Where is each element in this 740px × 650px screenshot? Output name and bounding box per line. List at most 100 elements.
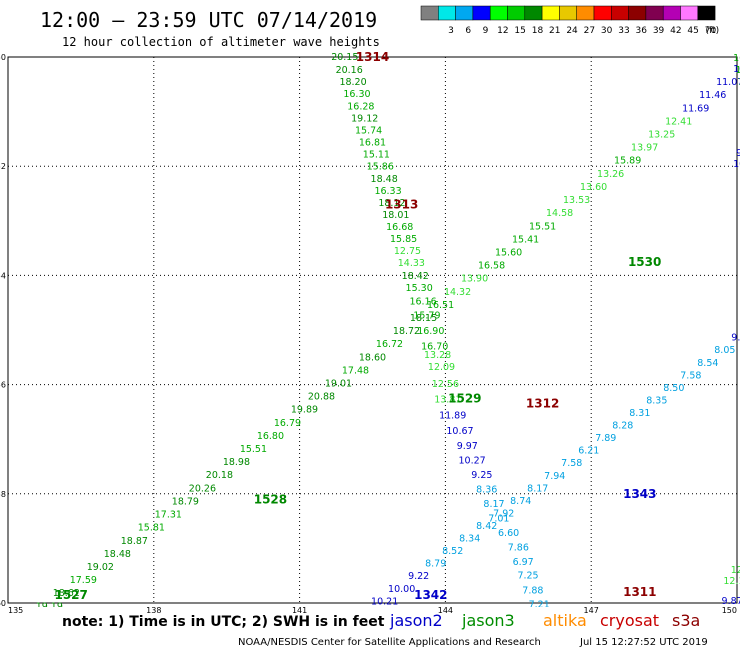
swh-value: 18.72 xyxy=(393,326,420,337)
swh-value: 10.14 xyxy=(733,159,740,170)
swh-value: 15.85 xyxy=(390,234,417,245)
swh-value: 10.67 xyxy=(446,426,473,437)
pass-time-label: 1313 xyxy=(385,197,418,211)
track-1527-1530: 17.19 19.19 18.62 17.59 19.02 18.48 18.87 15.81… xyxy=(36,64,740,607)
color-bin xyxy=(576,5,595,21)
swh-value: 16.81 xyxy=(359,138,386,149)
swh-value: 14.58 xyxy=(546,208,573,219)
satellite-s3a: s3a xyxy=(672,611,700,630)
color-bin-label: 45 xyxy=(687,26,698,36)
color-bin-label: 39 xyxy=(653,26,665,36)
swh-value: 15.89 xyxy=(614,156,641,167)
color-bin-label: 42 xyxy=(670,26,681,36)
swh-value: 8.50 xyxy=(663,383,684,394)
swh-value: 15.86 xyxy=(367,162,394,173)
swh-value: 7.94 xyxy=(544,471,565,482)
swh-value: 7.01 xyxy=(488,513,509,524)
color-bin-label: 36 xyxy=(636,26,648,36)
swh-value: 7.58 xyxy=(680,370,701,381)
swh-value: 8.54 xyxy=(697,358,718,369)
swh-value: 11.07 xyxy=(716,77,740,88)
color-scale-legend: 3 6 9 12 15 18 21 24 27 30 33 36 39 42 45 70(ft) xyxy=(420,5,719,36)
latitude-tick-label: -56 xyxy=(0,381,6,390)
footer-note: note: 1) Time is in UTC; 2) SWH is in fe… xyxy=(62,614,385,630)
swh-value: 18.20 xyxy=(339,77,366,88)
swh-value: 14.32 xyxy=(444,287,471,298)
color-bin-label: 21 xyxy=(549,26,560,36)
swh-value: 16.56 xyxy=(736,65,740,76)
swh-value: 8.36 xyxy=(476,484,497,495)
swh-value: 15.79 xyxy=(413,310,440,321)
longitude-tick-label: 144 xyxy=(438,606,453,615)
swh-value: 18.48 xyxy=(371,174,398,185)
color-bin-label: 27 xyxy=(584,26,595,36)
color-bin xyxy=(438,5,456,21)
color-bin-label: 12 xyxy=(497,26,508,36)
swh-value: 19.12 xyxy=(351,114,378,125)
timestamp: Jul 15 12:27:52 UTC 2019 xyxy=(579,637,708,648)
swh-value: 16.79 xyxy=(274,418,301,429)
longitude-tick-label: 150 xyxy=(722,606,737,615)
swh-value: 14.33 xyxy=(398,258,425,269)
swh-value: 10.81 xyxy=(733,64,740,75)
swh-value: 8.52 xyxy=(442,546,463,557)
swh-value: 17.59 xyxy=(70,575,97,586)
swh-value: 13.25 xyxy=(648,130,675,141)
page-title: 12:00 — 23:59 UTC 07/14/2019 xyxy=(40,8,377,32)
color-bin xyxy=(541,5,560,21)
swh-value: 16.58 xyxy=(478,261,505,272)
swh-value: 12.09 xyxy=(428,362,455,373)
swh-value: 11.46 xyxy=(699,90,726,101)
track-1342-1343: 10.0310.2110.009.228.798.528.348.427.928… xyxy=(371,333,740,607)
swh-value: 12.18 xyxy=(723,576,740,587)
swh-value: 9.25 xyxy=(471,470,492,481)
color-bin xyxy=(524,5,543,21)
longitude-tick-label: 141 xyxy=(292,606,307,615)
swh-value: 10.00 xyxy=(388,584,415,595)
latitude-tick-label: -54 xyxy=(0,271,6,280)
swh-value: 16.18 xyxy=(733,53,740,64)
swh-value: 15.11 xyxy=(363,150,390,161)
swh-value: 12.56 xyxy=(432,379,459,390)
swh-value: 7.89 xyxy=(595,433,616,444)
color-bin xyxy=(559,5,577,21)
color-bin-label: 24 xyxy=(566,26,578,36)
swh-value: 13.53 xyxy=(563,195,590,206)
swh-value: 6.60 xyxy=(498,528,519,539)
color-bin xyxy=(507,5,526,21)
swh-value: 8.42 xyxy=(476,521,497,532)
swh-value: 20.18 xyxy=(206,470,233,481)
color-bin xyxy=(472,5,491,21)
satellite-jason2: jason2 xyxy=(389,611,443,630)
swh-value: 13.81 xyxy=(434,394,461,405)
color-bin xyxy=(455,5,474,21)
swh-value: 15.60 xyxy=(495,247,522,258)
swh-value: 8.05 xyxy=(714,345,735,356)
swh-value: 15.51 xyxy=(529,221,556,232)
page-subtitle: 12 hour collection of altimeter wave hei… xyxy=(62,35,380,49)
color-bin xyxy=(593,5,612,21)
credit-line: NOAA/NESDIS Center for Satellite Applica… xyxy=(238,637,541,648)
axis-labels: -50 -52 -54 -56 -58 -60135 138 141 144 147 150 xyxy=(0,53,737,615)
swh-value: 17.48 xyxy=(342,365,369,376)
swh-value: 15.81 xyxy=(138,523,165,534)
swh-value: 16.90 xyxy=(417,326,444,337)
color-bin-label: 15 xyxy=(514,26,525,36)
swh-value: 20.26 xyxy=(189,483,216,494)
swh-value: 8.31 xyxy=(629,408,650,419)
color-bin xyxy=(628,5,647,21)
map-grid xyxy=(7,56,738,604)
swh-value: 15.30 xyxy=(406,283,433,294)
swh-value: 9.22 xyxy=(408,571,429,582)
swh-value: 15.74 xyxy=(355,126,382,137)
swh-value: 6.97 xyxy=(513,557,534,568)
swh-value: 18.98 xyxy=(223,457,250,468)
pass-time-label: 1530 xyxy=(628,255,661,269)
swh-value: 18.60 xyxy=(359,352,386,363)
swh-value: 8.17 xyxy=(483,499,504,510)
pass-time-label: 1529 xyxy=(448,391,481,405)
swh-value: 14.20 xyxy=(738,77,740,88)
swh-value: 12.75 xyxy=(394,246,421,257)
